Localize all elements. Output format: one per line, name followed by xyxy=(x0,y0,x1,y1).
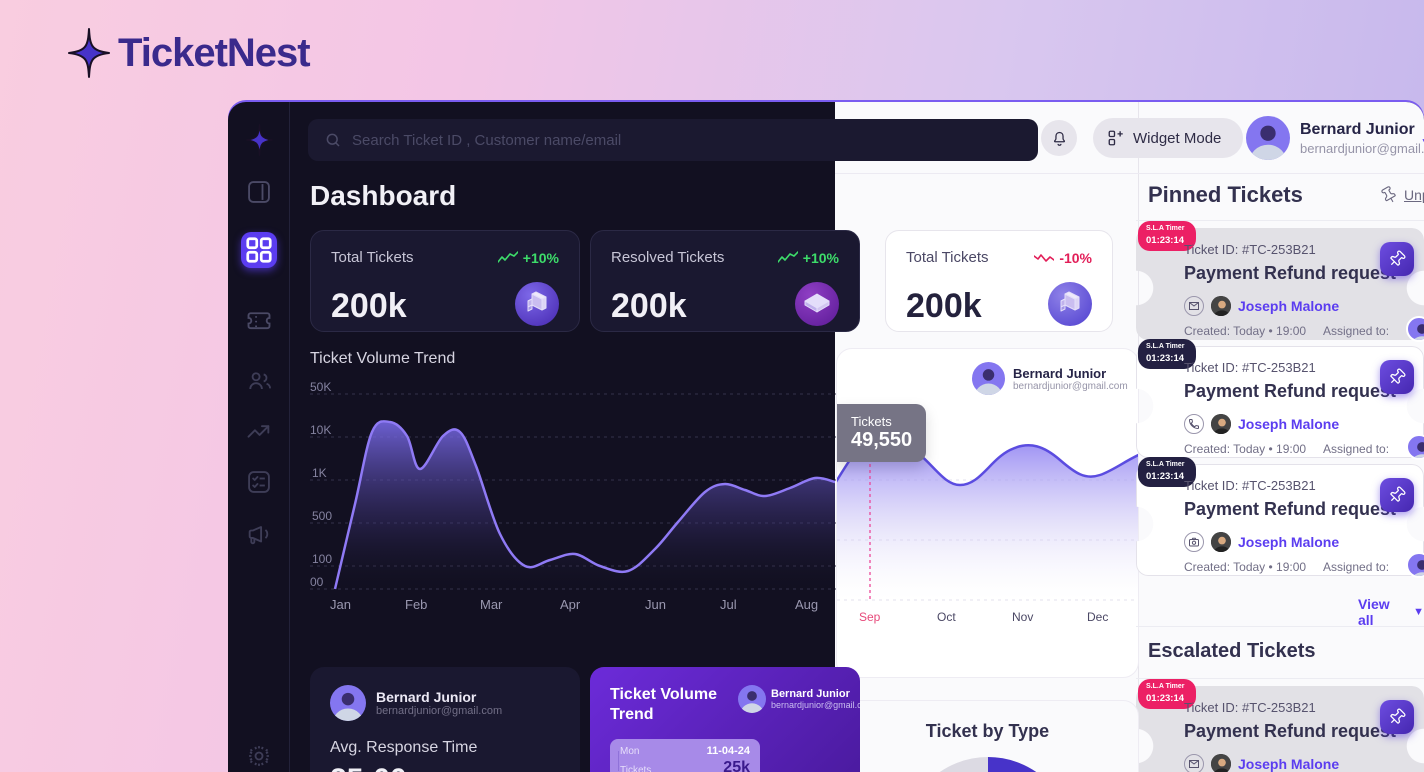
svg-text:Nov: Nov xyxy=(1012,610,1033,624)
svg-text:Aug: Aug xyxy=(795,597,818,612)
svg-text:Jul: Jul xyxy=(720,597,737,612)
svg-text:500: 500 xyxy=(312,509,332,523)
svg-text:Jan: Jan xyxy=(330,597,351,612)
svg-text:Mar: Mar xyxy=(480,597,503,612)
svg-text:10K: 10K xyxy=(310,423,331,437)
svg-text:00: 00 xyxy=(310,575,324,589)
svg-text:1K: 1K xyxy=(312,466,327,480)
svg-text:Apr: Apr xyxy=(560,597,581,612)
svg-text:Jun: Jun xyxy=(645,597,666,612)
svg-text:100: 100 xyxy=(312,552,332,566)
svg-text:Oct: Oct xyxy=(937,610,956,624)
svg-text:Feb: Feb xyxy=(405,597,427,612)
svg-text:Dec: Dec xyxy=(1087,610,1108,624)
svg-text:Sep: Sep xyxy=(859,610,881,624)
svg-text:50K: 50K xyxy=(310,380,331,394)
